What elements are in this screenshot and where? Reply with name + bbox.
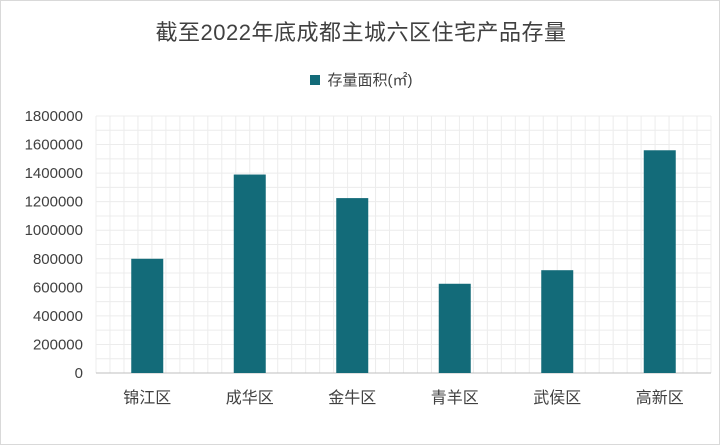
bar [233, 174, 266, 373]
bar [643, 150, 676, 373]
y-axis: 0 200000 400000 600000 800000 1000000 1200000 1… [25, 108, 83, 382]
y-tick-label: 1600000 [25, 137, 83, 154]
chart-title: 截至2022年底成都主城六区住宅产品存量 [155, 20, 567, 45]
y-tick-label: 200000 [33, 336, 83, 353]
bar [336, 198, 369, 373]
legend-swatch [309, 74, 320, 85]
chart-legend: 存量面积(㎡) [1, 69, 721, 90]
bar [131, 258, 164, 373]
bar [438, 283, 471, 373]
y-tick-label: 1000000 [25, 222, 83, 239]
x-tick-label: 金牛区 [328, 389, 376, 407]
y-tick-label: 1800000 [25, 108, 83, 125]
grid-lines [95, 115, 712, 374]
bar [541, 270, 574, 373]
x-tick-label: 高新区 [636, 389, 684, 407]
y-tick-label: 1200000 [25, 194, 83, 211]
x-tick-label: 武侯区 [533, 389, 581, 407]
x-tick-label: 锦江区 [123, 389, 171, 407]
legend-label: 存量面积(㎡) [327, 72, 413, 89]
x-axis: 锦江区 成华区 金牛区 青羊区 武侯区 高新区 [123, 389, 684, 407]
y-tick-label: 0 [75, 365, 83, 382]
y-tick-label: 800000 [33, 251, 83, 268]
bars [131, 150, 676, 373]
x-tick-label: 青羊区 [431, 389, 479, 407]
y-tick-label: 400000 [33, 308, 83, 325]
y-tick-label: 1400000 [25, 165, 83, 182]
y-tick-label: 600000 [33, 279, 83, 296]
x-tick-label: 成华区 [226, 389, 274, 407]
